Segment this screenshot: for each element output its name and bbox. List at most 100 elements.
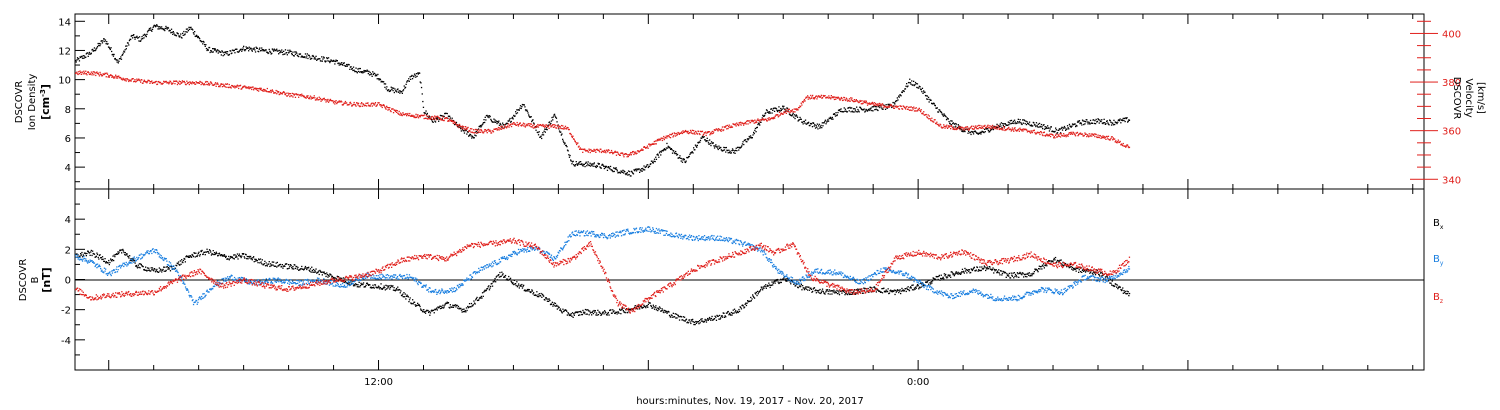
data-point bbox=[498, 274, 500, 276]
data-point bbox=[680, 160, 682, 162]
data-point bbox=[761, 118, 763, 121]
data-point bbox=[289, 265, 291, 268]
data-point bbox=[847, 107, 850, 109]
data-point bbox=[1118, 119, 1120, 121]
data-point bbox=[352, 103, 355, 106]
data-point bbox=[120, 58, 123, 60]
data-point bbox=[627, 311, 629, 314]
data-point bbox=[142, 34, 144, 36]
data-point bbox=[848, 293, 851, 296]
data-point bbox=[804, 100, 806, 102]
data-point bbox=[606, 166, 608, 168]
data-point bbox=[1033, 122, 1035, 124]
data-point bbox=[138, 263, 141, 265]
data-point bbox=[757, 123, 759, 126]
data-point bbox=[817, 96, 819, 98]
data-point bbox=[602, 164, 604, 166]
data-point bbox=[486, 132, 488, 134]
data-point bbox=[798, 282, 800, 284]
data-point bbox=[201, 81, 203, 84]
data-point bbox=[604, 150, 606, 153]
data-point bbox=[701, 318, 703, 320]
data-point bbox=[957, 126, 959, 129]
data-point bbox=[684, 129, 687, 132]
data-point bbox=[821, 127, 823, 129]
data-point bbox=[427, 115, 430, 117]
data-point bbox=[109, 74, 111, 77]
data-point bbox=[933, 278, 935, 280]
data-point bbox=[750, 300, 752, 302]
data-point bbox=[357, 70, 360, 73]
data-point bbox=[493, 281, 495, 283]
data-point bbox=[289, 49, 291, 51]
data-point bbox=[658, 308, 660, 311]
data-point bbox=[155, 25, 157, 27]
data-point bbox=[519, 284, 522, 286]
data-point bbox=[208, 46, 211, 49]
data-point bbox=[545, 128, 547, 130]
data-point bbox=[614, 150, 616, 152]
data-point bbox=[274, 92, 277, 94]
data-point bbox=[293, 268, 295, 270]
data-point bbox=[533, 122, 535, 124]
data-point bbox=[570, 133, 572, 136]
data-point bbox=[391, 108, 393, 110]
data-point bbox=[857, 101, 859, 103]
data-point bbox=[547, 125, 550, 128]
data-point bbox=[758, 290, 761, 293]
data-point bbox=[795, 114, 797, 116]
data-point bbox=[137, 264, 139, 266]
data-point bbox=[349, 282, 351, 284]
data-point bbox=[357, 104, 359, 106]
data-point bbox=[860, 107, 862, 110]
data-point bbox=[814, 124, 816, 126]
data-point bbox=[696, 144, 698, 147]
data-point bbox=[634, 306, 636, 308]
data-point bbox=[443, 119, 445, 122]
data-point bbox=[1078, 133, 1080, 135]
data-point bbox=[322, 98, 325, 100]
data-point bbox=[950, 276, 952, 278]
data-point bbox=[336, 275, 338, 277]
data-point bbox=[189, 28, 191, 31]
data-point bbox=[672, 312, 674, 314]
data-point bbox=[305, 97, 307, 99]
data-point bbox=[832, 113, 835, 115]
data-point bbox=[390, 86, 392, 88]
data-point bbox=[402, 89, 405, 91]
data-point bbox=[158, 26, 160, 28]
data-point bbox=[545, 124, 548, 126]
data-point bbox=[239, 49, 241, 51]
data-point bbox=[230, 50, 232, 52]
data-point bbox=[670, 148, 672, 150]
data-point bbox=[493, 121, 496, 123]
data-point bbox=[1059, 133, 1061, 135]
data-point bbox=[1055, 129, 1057, 131]
data-point bbox=[545, 297, 547, 299]
data-point bbox=[168, 82, 170, 84]
data-point bbox=[206, 248, 208, 250]
data-point bbox=[773, 116, 775, 118]
data-point bbox=[457, 125, 459, 127]
data-point bbox=[414, 115, 416, 117]
data-point bbox=[877, 105, 879, 107]
b-tick-label: 0 bbox=[65, 276, 71, 287]
data-point bbox=[1068, 132, 1070, 134]
data-point bbox=[255, 258, 257, 261]
data-point bbox=[663, 311, 665, 314]
data-point bbox=[833, 292, 836, 294]
data-point bbox=[264, 260, 266, 262]
data-point bbox=[691, 320, 693, 322]
data-point bbox=[738, 122, 740, 124]
data-point bbox=[762, 289, 764, 291]
data-point bbox=[668, 311, 670, 313]
data-point bbox=[659, 139, 662, 141]
data-point bbox=[1028, 121, 1031, 123]
data-point bbox=[1000, 122, 1003, 124]
data-point bbox=[756, 119, 758, 121]
data-point bbox=[703, 321, 705, 323]
data-point bbox=[132, 78, 134, 80]
data-point bbox=[644, 146, 646, 148]
data-point bbox=[224, 85, 226, 88]
data-point bbox=[966, 128, 968, 130]
